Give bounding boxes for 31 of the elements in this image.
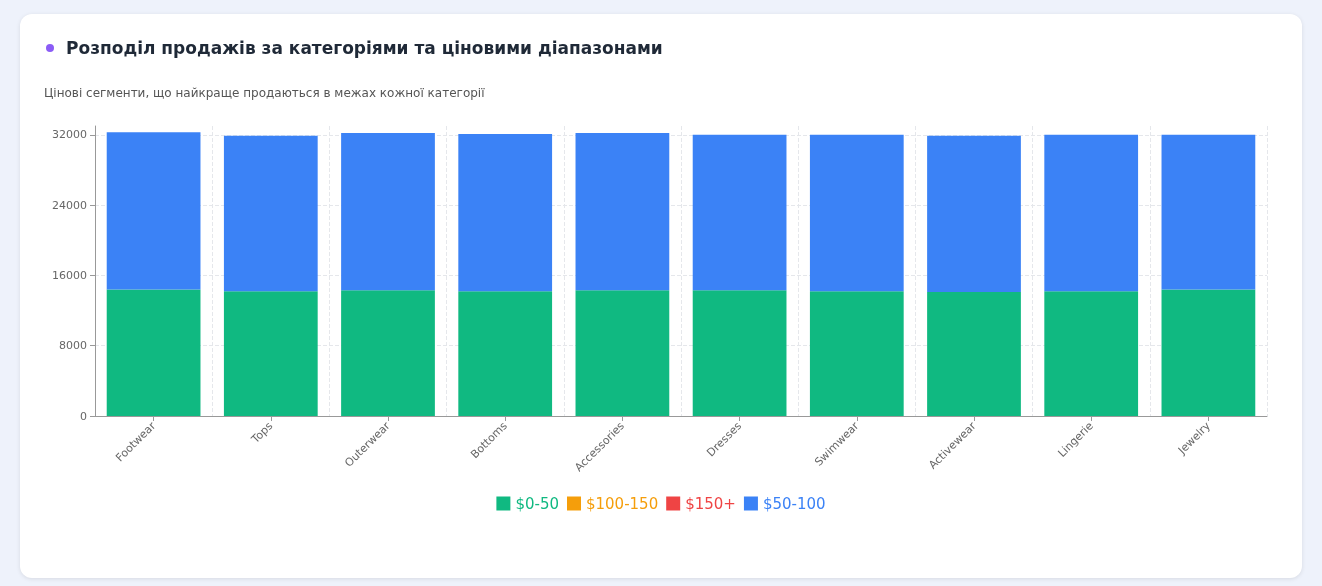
bar [1161, 134, 1256, 290]
legend-label: $100-150 [585, 494, 659, 513]
bar [575, 290, 670, 416]
legend-label: $0-50 [515, 494, 559, 513]
bar [1044, 134, 1139, 292]
bar [692, 134, 787, 291]
y-tick-label: 32000 [52, 128, 87, 142]
bar [809, 291, 904, 416]
legend-label: $50-100 [762, 494, 826, 513]
bar [809, 134, 904, 292]
bar [458, 133, 553, 292]
bar [341, 290, 435, 416]
legend-label: $150+ [685, 494, 736, 513]
bar [106, 289, 201, 416]
bar [341, 133, 435, 291]
bar [1161, 289, 1256, 416]
bar [223, 291, 318, 416]
chart-subtitle: Цінові сегменти, що найкраще продаються в межах кожної категорії [43, 86, 486, 100]
bar [458, 291, 553, 416]
y-tick-label: 0 [80, 409, 87, 423]
bar [927, 292, 1021, 416]
bar [575, 133, 670, 291]
y-tick-label: 8000 [59, 339, 87, 353]
bar [927, 135, 1021, 293]
y-tick-label: 24000 [52, 198, 87, 212]
chart-title: Розподіл продажів за категоріями та ціновими діапазонами [66, 38, 663, 58]
bar [1044, 291, 1139, 416]
y-tick-label: 16000 [52, 268, 87, 282]
bar [223, 135, 318, 292]
bar [106, 132, 201, 290]
bar [692, 290, 787, 416]
